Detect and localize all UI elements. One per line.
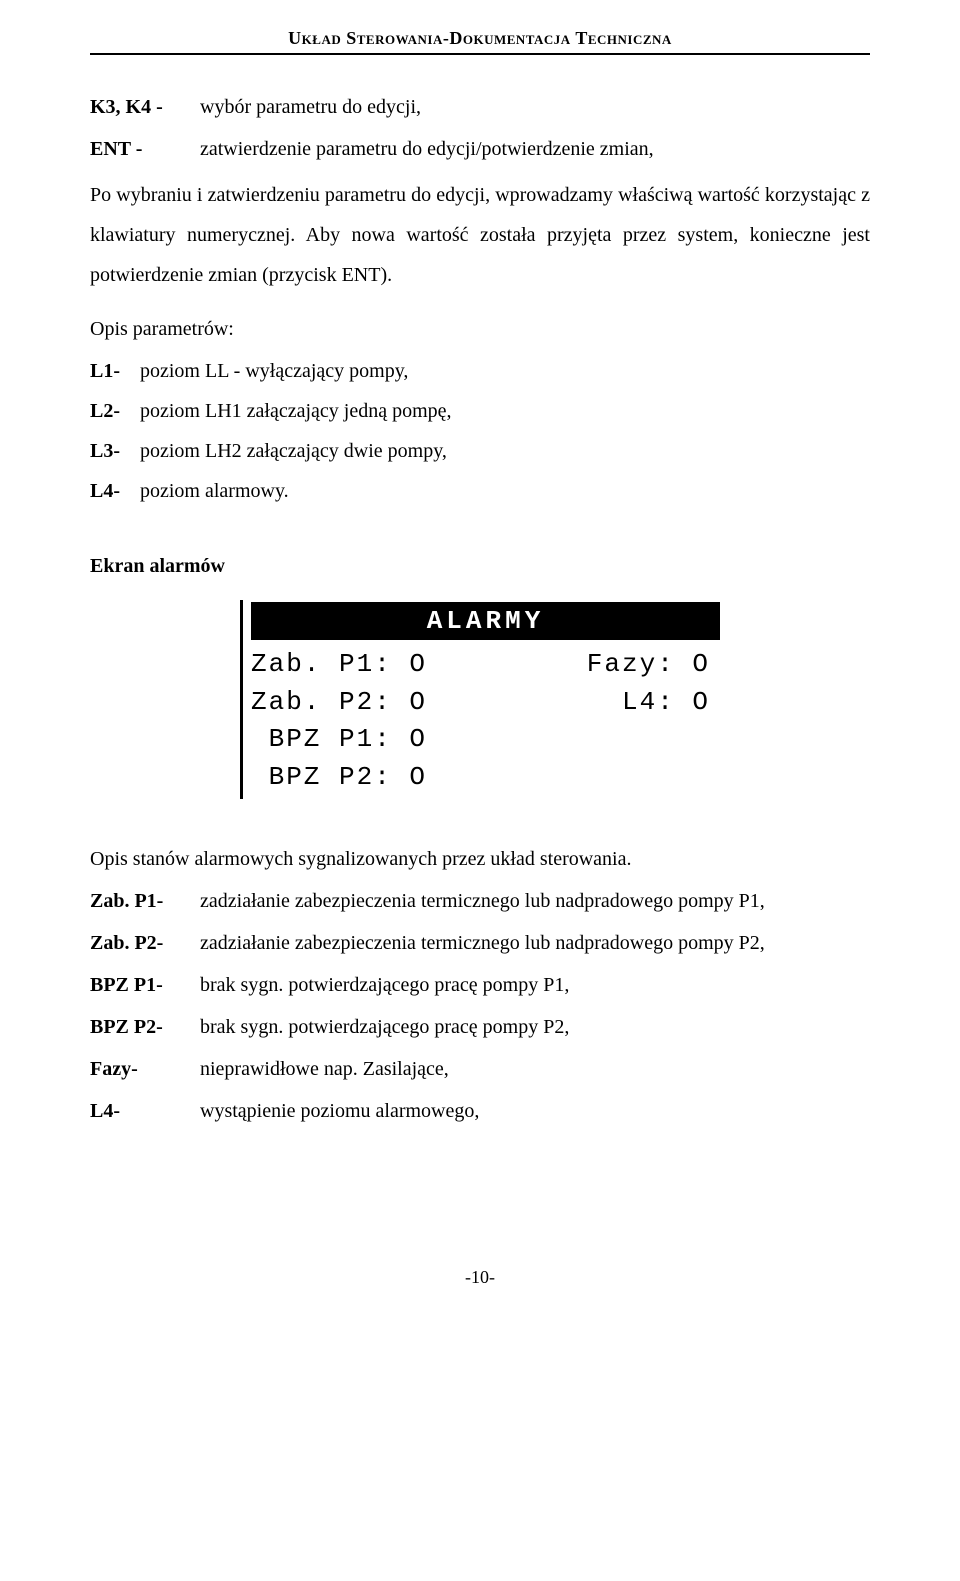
param-label: L3-: [90, 431, 140, 471]
alarm-row: Zab. P1- zadziałanie zabezpieczenia term…: [90, 885, 870, 917]
lcd-cell-right: [710, 721, 720, 759]
alarm-text: brak sygn. potwierdzającego pracę pompy …: [200, 1011, 870, 1043]
definition-row: ENT - zatwierdzenie parametru do edycji/…: [90, 133, 870, 165]
lcd-cell-left: Zab. P2: O: [251, 684, 622, 722]
alarm-label: BPZ P1-: [90, 969, 200, 1001]
lcd-row: Zab. P1: O Fazy: O: [251, 646, 720, 684]
alarm-row: L4- wystąpienie poziomu alarmowego,: [90, 1095, 870, 1127]
definition-label: K3, K4 -: [90, 91, 200, 123]
param-text: poziom alarmowy.: [140, 471, 870, 511]
lcd-cell-left: BPZ P1: O: [251, 721, 710, 759]
definition-text: zatwierdzenie parametru do edycji/potwie…: [200, 133, 870, 165]
alarm-row: Fazy- nieprawidłowe nap. Zasilające,: [90, 1053, 870, 1085]
alarm-label: Zab. P1-: [90, 885, 200, 917]
lcd-cell-left: Zab. P1: O: [251, 646, 587, 684]
alarm-text: wystąpienie poziomu alarmowego,: [200, 1095, 870, 1127]
param-label: L4-: [90, 471, 140, 511]
param-label: L2-: [90, 391, 140, 431]
lcd-cell-right: [710, 759, 720, 797]
params-intro: Opis parametrów:: [90, 309, 870, 349]
alarm-label: BPZ P2-: [90, 1011, 200, 1043]
alarm-text: brak sygn. potwierdzającego pracę pompy …: [200, 969, 870, 1001]
lcd-row: BPZ P2: O: [251, 759, 720, 797]
alarm-intro: Opis stanów alarmowych sygnalizowanych p…: [90, 839, 870, 879]
lcd-display: ALARMY Zab. P1: O Fazy: O Zab. P2: O L4:…: [240, 600, 720, 799]
alarm-label: L4-: [90, 1095, 200, 1127]
alarm-text: zadziałanie zabezpieczenia termicznego l…: [200, 927, 870, 959]
alarm-text: nieprawidłowe nap. Zasilające,: [200, 1053, 870, 1085]
section-heading: Ekran alarmów: [90, 555, 870, 578]
param-row: L2- poziom LH1 załączający jedną pompę,: [90, 391, 870, 431]
param-text: poziom LL - wyłączający pompy,: [140, 351, 870, 391]
alarm-row: BPZ P1- brak sygn. potwierdzającego prac…: [90, 969, 870, 1001]
alarm-label: Fazy-: [90, 1053, 200, 1085]
param-label: L1-: [90, 351, 140, 391]
param-row: L1- poziom LL - wyłączający pompy,: [90, 351, 870, 391]
param-row: L3- poziom LH2 załączający dwie pompy,: [90, 431, 870, 471]
alarm-row: Zab. P2- zadziałanie zabezpieczenia term…: [90, 927, 870, 959]
body-paragraph: Po wybraniu i zatwierdzeniu parametru do…: [90, 175, 870, 295]
param-text: poziom LH2 załączający dwie pompy,: [140, 431, 870, 471]
lcd-row: BPZ P1: O: [251, 721, 720, 759]
lcd-title: ALARMY: [251, 602, 720, 640]
definition-text: wybór parametru do edycji,: [200, 91, 870, 123]
alarm-label: Zab. P2-: [90, 927, 200, 959]
definition-label: ENT -: [90, 133, 200, 165]
param-text: poziom LH1 załączający jedną pompę,: [140, 391, 870, 431]
page-header-title: Układ Sterowania-Dokumentacja Techniczna: [90, 28, 870, 55]
alarm-text: zadziałanie zabezpieczenia termicznego l…: [200, 885, 870, 917]
lcd-cell-right: Fazy: O: [587, 646, 720, 684]
definition-row: K3, K4 - wybór parametru do edycji,: [90, 91, 870, 123]
alarm-row: BPZ P2- brak sygn. potwierdzającego prac…: [90, 1011, 870, 1043]
lcd-row: Zab. P2: O L4: O: [251, 684, 720, 722]
page-number: -10-: [90, 1267, 870, 1288]
lcd-cell-left: BPZ P2: O: [251, 759, 710, 797]
lcd-cell-right: L4: O: [622, 684, 720, 722]
param-row: L4- poziom alarmowy.: [90, 471, 870, 511]
